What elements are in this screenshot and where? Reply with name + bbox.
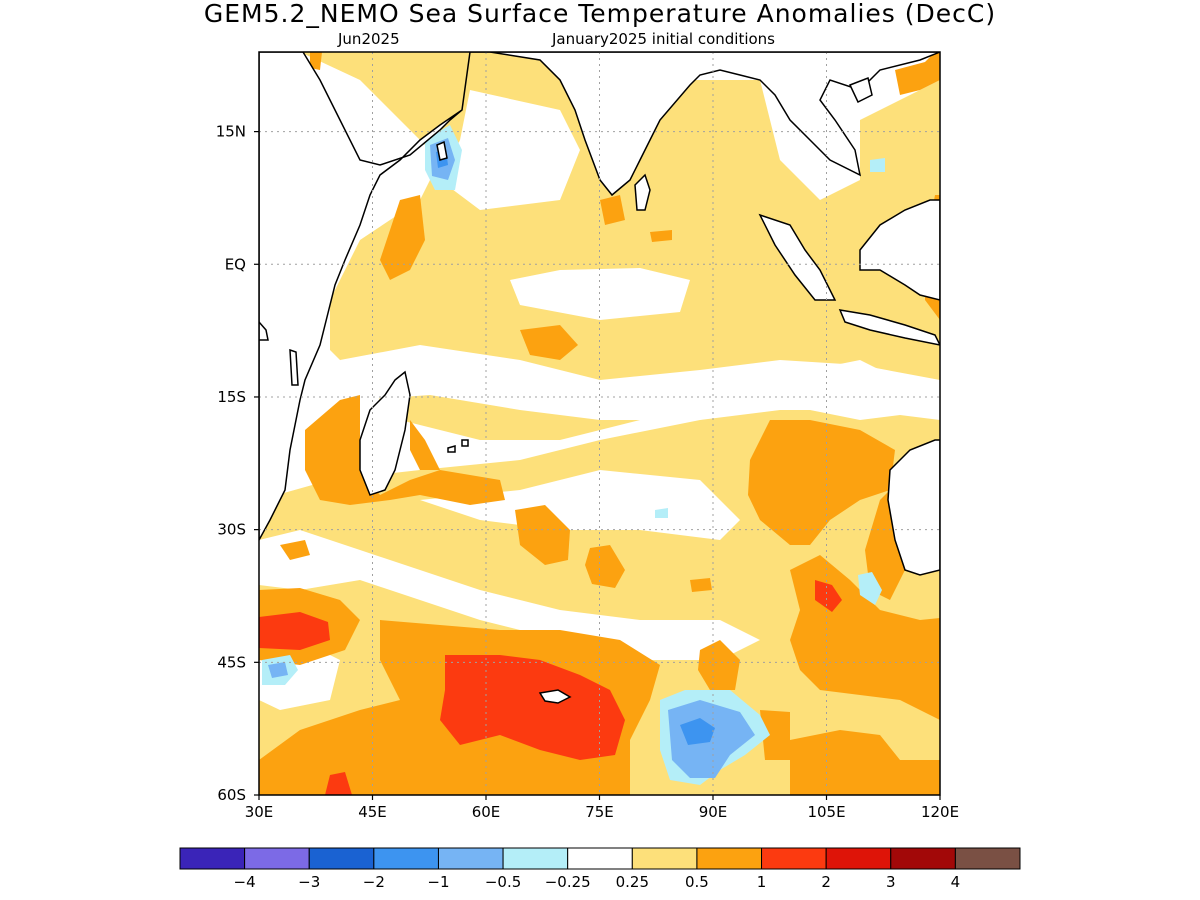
colorbar-bin [761,847,827,870]
lat-tick-label: 30S [217,521,246,539]
forecast-month: Jun2025 [338,30,400,48]
lat-lon-grid [259,52,940,795]
lon-tick-label: 60E [472,803,501,821]
lat-tick-label: 60S [217,786,246,804]
colorbar-label: −4 [234,873,256,891]
colorbar-label: −2 [363,873,385,891]
anomaly-near-normal [259,90,940,710]
colorbar-label: 1 [757,873,767,891]
lon-tick-label: 45E [358,803,387,821]
lon-tick-label: 75E [585,803,614,821]
initial-conditions-label: January2025 initial conditions [552,30,775,48]
colorbar-label: −0.5 [485,873,521,891]
lon-tick-label: 120E [921,803,959,821]
colorbar-bin [825,847,892,870]
longitude-labels: 30E 45E 60E 75E 90E 105E 120E [245,795,959,821]
lon-tick-label: 30E [245,803,274,821]
latitude-labels: 15N EQ 15S 30S 45S 60S [216,123,259,804]
lat-tick-label: 15S [217,388,246,406]
colorbar-bin [308,847,375,870]
colorbar-bin [567,847,633,870]
colorbar-label: −3 [298,873,320,891]
colorbar-bin [179,847,246,870]
anomaly-strong-warm [259,580,842,795]
colorbar-bin [696,847,763,870]
colorbar-label: 3 [886,873,896,891]
colorbar-bin [631,847,698,870]
map-area [259,52,940,795]
colorbar-bin [954,847,1021,870]
colorbar-label: 2 [821,873,831,891]
lat-tick-label: 45S [217,653,246,671]
lat-tick-label: 15N [216,123,246,141]
colorbar-label: 4 [951,873,961,891]
chart-title: GEM5.2_NEMO Sea Surface Temperature Anom… [203,0,997,28]
colorbar-bin [373,847,439,870]
colorbar-bin [437,847,504,870]
lat-tick-label: EQ [225,255,246,273]
colorbar-label: 0.25 [616,873,649,891]
colorbar-bin [502,847,569,870]
colorbar-label: −1 [427,873,449,891]
colorbar-label: 0.5 [685,873,709,891]
colorbar: −4 −3 −2 −1 −0.5 −0.25 0.25 0.5 1 2 3 4 [179,847,1021,891]
colorbar-bin [890,847,956,870]
colorbar-label: −0.25 [545,873,591,891]
lon-tick-label: 105E [807,803,845,821]
lon-tick-label: 90E [699,803,728,821]
colorbar-bin [244,847,310,870]
